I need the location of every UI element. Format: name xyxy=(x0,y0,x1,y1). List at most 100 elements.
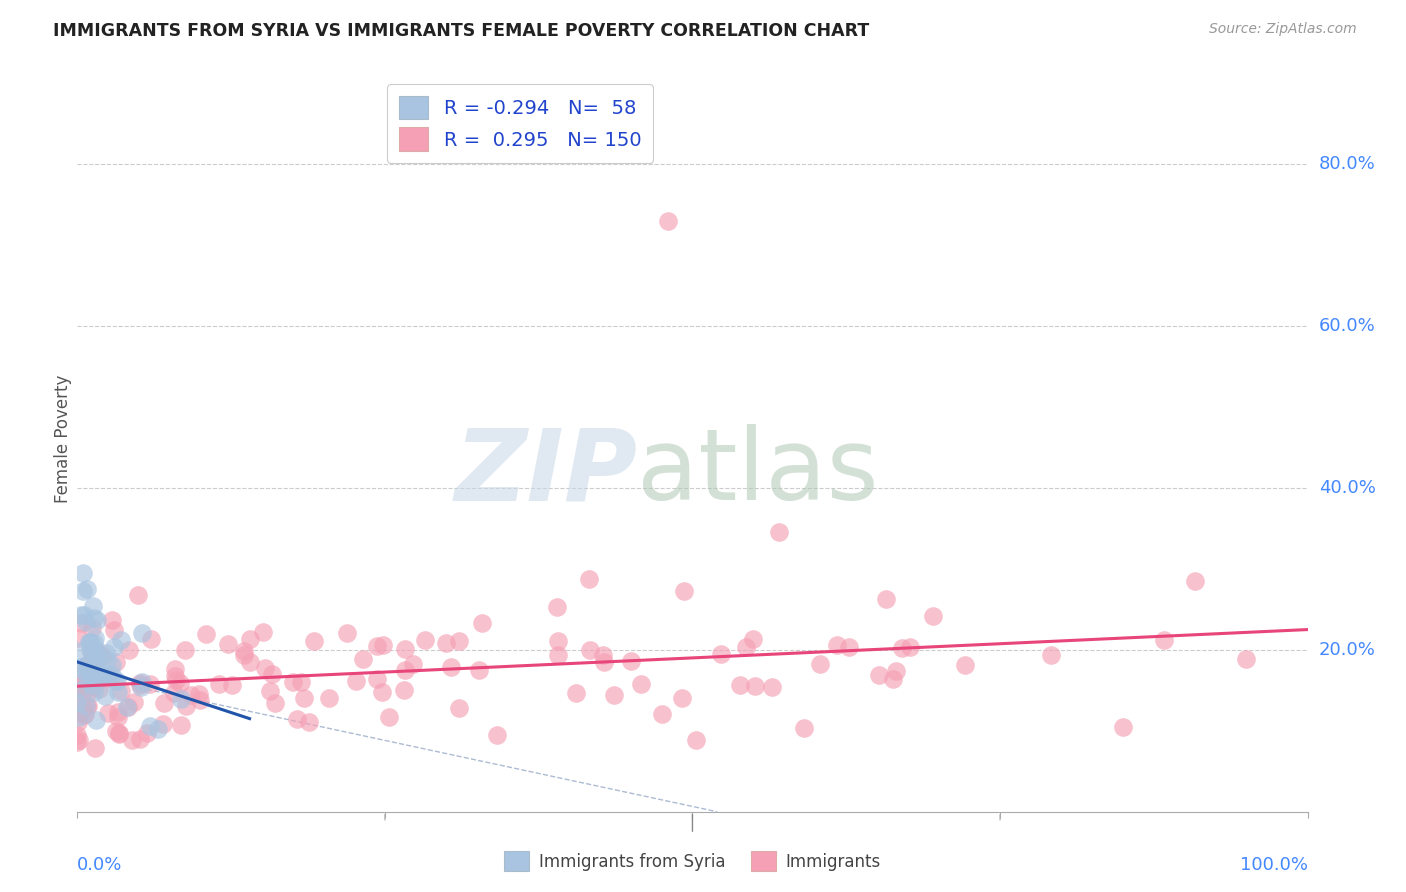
Point xyxy=(180,688,202,702)
Point xyxy=(671,690,693,705)
Point xyxy=(86,648,108,662)
Text: 80.0%: 80.0% xyxy=(1319,155,1375,173)
Point xyxy=(485,728,508,742)
Point xyxy=(108,727,131,741)
Point xyxy=(79,667,101,681)
Point xyxy=(592,648,614,663)
Point xyxy=(449,633,471,648)
Point xyxy=(97,667,120,681)
Point xyxy=(734,640,756,654)
Point xyxy=(233,643,256,657)
Point xyxy=(768,525,790,540)
Point xyxy=(77,668,100,682)
Text: 60.0%: 60.0% xyxy=(1319,317,1375,335)
Point xyxy=(955,658,977,673)
Point xyxy=(86,613,108,627)
Point xyxy=(434,636,457,650)
Point xyxy=(83,631,105,645)
Point xyxy=(80,678,103,692)
Point xyxy=(86,645,108,659)
Point xyxy=(592,655,614,669)
Point xyxy=(72,566,94,580)
Point xyxy=(89,670,111,684)
Point xyxy=(80,645,103,659)
Point xyxy=(97,706,120,721)
Point xyxy=(66,728,89,742)
Point xyxy=(87,652,110,666)
Point xyxy=(1184,574,1206,589)
Point xyxy=(165,661,187,675)
Point xyxy=(630,677,652,691)
Point xyxy=(83,611,105,625)
Point xyxy=(163,669,186,683)
Point xyxy=(761,680,783,694)
Point xyxy=(253,661,276,675)
Point xyxy=(377,710,399,724)
Point xyxy=(67,714,90,729)
Point xyxy=(169,718,191,732)
Point xyxy=(76,687,98,701)
Point xyxy=(165,673,187,688)
Point xyxy=(239,632,262,646)
Point xyxy=(79,642,101,657)
Point xyxy=(651,707,673,722)
Point xyxy=(97,671,120,685)
Point xyxy=(672,583,695,598)
Point xyxy=(131,626,153,640)
Point xyxy=(352,652,374,666)
Point xyxy=(290,674,312,689)
Point xyxy=(260,667,283,681)
Point xyxy=(117,700,139,714)
Point xyxy=(685,733,707,747)
Point xyxy=(84,740,107,755)
Point xyxy=(264,696,287,710)
Point xyxy=(148,722,170,736)
Point xyxy=(67,732,90,747)
Point xyxy=(318,691,340,706)
Point xyxy=(110,633,132,648)
Point xyxy=(468,663,491,677)
Legend: Immigrants from Syria, Immigrants: Immigrants from Syria, Immigrants xyxy=(498,844,887,878)
Point xyxy=(105,723,128,738)
Point xyxy=(76,657,98,672)
Point xyxy=(547,633,569,648)
Point xyxy=(440,660,463,674)
Point xyxy=(174,642,197,657)
Point xyxy=(108,726,131,740)
Point xyxy=(232,648,254,662)
Point xyxy=(70,608,93,623)
Point xyxy=(67,710,90,724)
Point xyxy=(129,675,152,690)
Point xyxy=(66,735,89,749)
Point xyxy=(898,640,921,655)
Point xyxy=(73,607,96,622)
Point xyxy=(131,680,153,694)
Point xyxy=(79,643,101,657)
Point xyxy=(744,679,766,693)
Point xyxy=(72,659,94,673)
Text: IMMIGRANTS FROM SYRIA VS IMMIGRANTS FEMALE POVERTY CORRELATION CHART: IMMIGRANTS FROM SYRIA VS IMMIGRANTS FEMA… xyxy=(53,22,870,40)
Point xyxy=(110,684,132,698)
Point xyxy=(447,700,470,714)
Point xyxy=(394,642,416,657)
Point xyxy=(128,731,150,746)
Point xyxy=(101,658,124,673)
Point xyxy=(84,643,107,657)
Text: 40.0%: 40.0% xyxy=(1319,479,1375,497)
Point xyxy=(371,685,394,699)
Point xyxy=(75,698,97,713)
Point xyxy=(83,673,105,688)
Point xyxy=(163,686,186,700)
Point xyxy=(578,572,600,586)
Point xyxy=(392,683,415,698)
Text: ZIP: ZIP xyxy=(454,425,637,521)
Point xyxy=(152,716,174,731)
Point xyxy=(121,733,143,747)
Point xyxy=(153,697,176,711)
Point xyxy=(546,600,568,615)
Point xyxy=(239,655,262,669)
Point xyxy=(79,636,101,650)
Point xyxy=(921,609,943,624)
Point xyxy=(298,714,321,729)
Point xyxy=(76,658,98,673)
